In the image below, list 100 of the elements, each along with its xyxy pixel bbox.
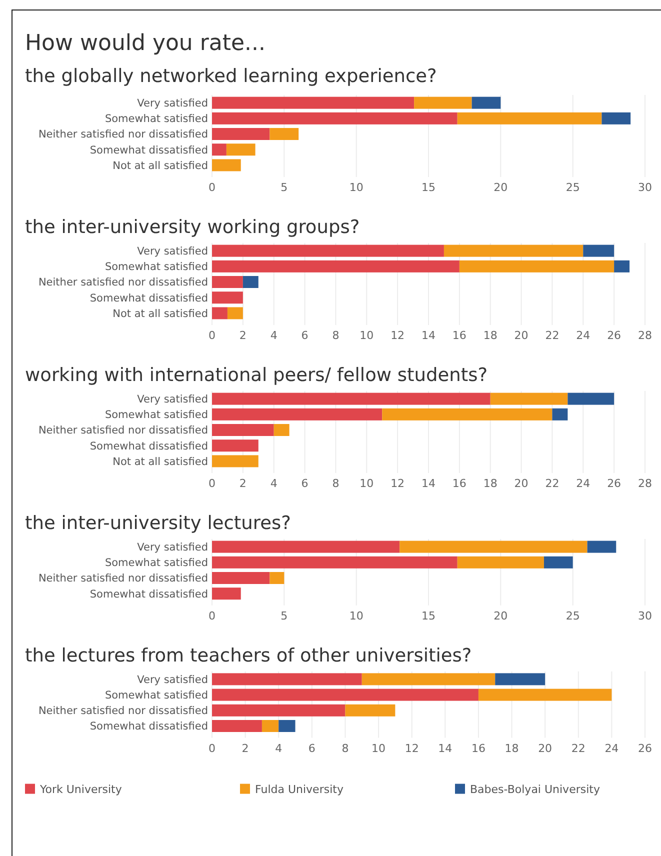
y-tick-label: Somewhat satisfied	[104, 409, 208, 422]
bar	[212, 128, 270, 140]
y-tick-label: Somewhat satisfied	[104, 557, 208, 570]
bar	[212, 455, 258, 468]
y-tick-label: Somewhat dissatisfied	[90, 588, 208, 600]
legend-label: Babes-Bolyai University	[470, 782, 600, 796]
bar	[382, 408, 552, 420]
y-tick-label: Not at all satisfied	[112, 160, 208, 172]
bar	[212, 673, 362, 686]
bar	[262, 720, 279, 732]
x-tick-label: 28	[638, 477, 652, 490]
y-tick-label: Neither satisfied nor dissatisfied	[38, 572, 208, 585]
x-tick-label: 20	[494, 181, 508, 194]
bar	[478, 688, 612, 701]
x-tick-label: 22	[545, 477, 560, 490]
bar	[270, 572, 284, 584]
x-tick-label: 10	[360, 329, 374, 342]
y-tick-label: Neither satisfied nor dissatisfied	[38, 705, 208, 718]
x-tick-label: 4	[275, 742, 282, 755]
x-tick-label: 24	[604, 742, 619, 755]
bar	[226, 144, 256, 156]
bar	[568, 392, 614, 405]
bar	[414, 96, 472, 109]
x-tick-label: 4	[270, 329, 278, 342]
y-tick-label: Somewhat satisfied	[104, 689, 208, 702]
x-tick-label: 0	[208, 477, 216, 490]
x-tick-label: 15	[422, 181, 436, 194]
x-tick-label: 10	[349, 181, 364, 194]
y-tick-label: Somewhat dissatisfied	[90, 440, 208, 452]
x-tick-label: 26	[607, 477, 622, 490]
bar	[212, 144, 226, 156]
y-tick-label: Somewhat dissatisfied	[90, 292, 208, 304]
bar	[270, 128, 299, 140]
x-tick-label: 15	[422, 609, 436, 622]
bar	[583, 244, 614, 257]
x-tick-label: 14	[438, 742, 452, 755]
x-tick-label: 0	[208, 742, 216, 755]
bar	[212, 260, 460, 272]
bar	[345, 704, 396, 716]
x-tick-label: 20	[514, 329, 528, 342]
y-tick-label: Very satisfied	[137, 674, 208, 686]
bar	[602, 112, 631, 124]
bar	[552, 408, 568, 420]
x-tick-label: 10	[372, 742, 386, 755]
bar	[212, 392, 490, 405]
x-tick-label: 20	[514, 477, 528, 490]
x-tick-label: 18	[504, 742, 519, 755]
bar	[457, 556, 544, 568]
bar	[212, 408, 382, 420]
x-tick-label: 16	[452, 329, 466, 342]
bar	[212, 572, 270, 584]
legend-label: Fulda University	[255, 782, 344, 796]
chart-title: How would you rate...	[25, 31, 266, 56]
x-tick-label: 8	[332, 329, 340, 342]
x-tick-label: 2	[242, 742, 249, 755]
bar	[400, 540, 588, 553]
bar	[544, 556, 573, 568]
bar	[212, 276, 243, 288]
bar	[490, 392, 568, 405]
x-tick-label: 5	[280, 181, 288, 194]
bar	[587, 540, 616, 553]
y-tick-label: Neither satisfied nor dissatisfied	[38, 424, 208, 437]
bar	[459, 260, 614, 272]
x-tick-label: 14	[422, 329, 436, 342]
bar	[212, 588, 241, 600]
chart-title: the inter-university lectures?	[25, 513, 291, 534]
chart-title: working with international peers/ fellow students?	[25, 365, 488, 386]
x-tick-label: 6	[308, 742, 316, 755]
x-tick-label: 30	[638, 609, 652, 622]
y-tick-label: Somewhat dissatisfied	[90, 144, 208, 156]
y-tick-label: Very satisfied	[137, 541, 208, 554]
y-tick-label: Somewhat dissatisfied	[90, 720, 208, 733]
x-tick-label: 2	[239, 329, 246, 342]
bar	[212, 96, 414, 109]
x-tick-label: 22	[571, 742, 586, 755]
bar	[212, 112, 458, 124]
x-tick-label: 20	[494, 609, 508, 622]
x-tick-label: 24	[576, 329, 590, 342]
bar	[362, 673, 496, 686]
x-tick-label: 18	[483, 477, 498, 490]
y-tick-label: Very satisfied	[137, 245, 208, 258]
bar	[212, 720, 262, 732]
y-tick-label: Neither satisfied nor dissatisfied	[38, 128, 208, 141]
x-tick-label: 26	[638, 742, 652, 755]
x-tick-label: 6	[301, 477, 308, 490]
chart-title: the lectures from teachers of other universities?	[25, 645, 472, 666]
chart-subtitle: the globally networked learning experience?	[25, 66, 437, 87]
bar	[227, 307, 243, 320]
bar	[274, 424, 290, 436]
x-tick-label: 16	[471, 742, 486, 755]
x-tick-label: 0	[208, 609, 216, 622]
bar	[212, 292, 243, 304]
x-tick-label: 12	[390, 477, 405, 490]
x-tick-label: 8	[332, 477, 340, 490]
x-tick-label: 25	[566, 181, 580, 194]
bar	[212, 688, 478, 701]
x-tick-label: 16	[452, 477, 466, 490]
y-tick-label: Not at all satisfied	[112, 456, 208, 468]
y-tick-label: Somewhat satisfied	[104, 261, 208, 274]
x-tick-label: 10	[349, 609, 364, 622]
